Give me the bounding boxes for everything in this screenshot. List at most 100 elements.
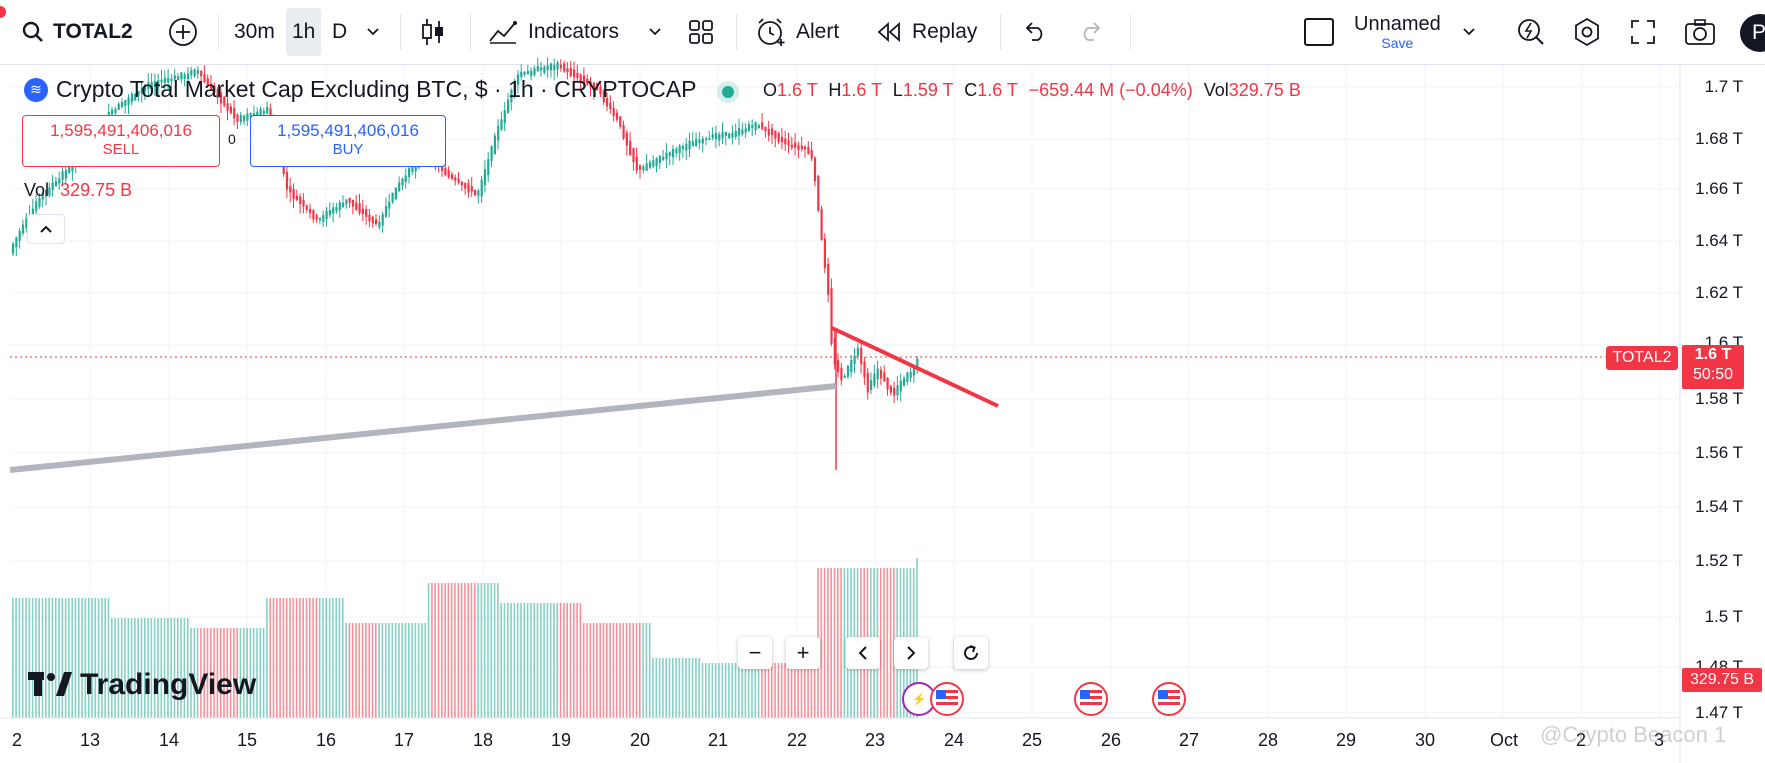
zoom-in-button[interactable]: + xyxy=(786,637,820,669)
layout-select-checkbox[interactable] xyxy=(1304,0,1334,64)
volume-bar xyxy=(886,568,889,718)
volume-bar xyxy=(140,618,143,718)
us-flag-event-icon[interactable] xyxy=(930,682,964,716)
reset-chart-button[interactable] xyxy=(954,637,988,669)
volume-bar xyxy=(500,603,502,718)
volume-bar xyxy=(757,663,760,718)
top-toolbar: TOTAL2 30m 1h D Indicators Alert Replay xyxy=(0,0,1765,65)
candle-body xyxy=(25,218,28,228)
volume-bar xyxy=(71,598,73,718)
volume-bar xyxy=(38,598,40,718)
volume-legend[interactable]: Vol 329.75 B xyxy=(24,180,132,201)
snapshot-button[interactable] xyxy=(1684,0,1716,64)
candle-body xyxy=(322,215,325,222)
volume-bar xyxy=(25,598,27,718)
replay-button[interactable]: Replay xyxy=(876,0,977,64)
candle-body xyxy=(747,124,751,131)
candle-body xyxy=(68,167,71,173)
volume-bar xyxy=(807,663,809,718)
volume-bar xyxy=(381,623,384,718)
volume-bar xyxy=(434,583,436,718)
indicators-dropdown[interactable] xyxy=(648,0,662,64)
volume-bar xyxy=(503,603,506,718)
buy-button[interactable]: 1,595,491,406,016 BUY xyxy=(250,115,446,167)
indicators-button[interactable]: Indicators xyxy=(488,0,619,64)
sell-button[interactable]: 1,595,491,406,016 SELL xyxy=(22,115,220,167)
interval-d[interactable]: D xyxy=(332,20,348,43)
price-axis-label: 1.56 T xyxy=(1695,443,1743,462)
compare-symbol-button[interactable] xyxy=(168,0,198,64)
volume-bar xyxy=(167,618,169,718)
volume-bar xyxy=(477,583,479,718)
volume-bar xyxy=(731,663,733,718)
volume-bar xyxy=(767,663,770,718)
tradingview-logo[interactable]: TradingView xyxy=(28,668,256,702)
candle-body xyxy=(853,355,856,364)
volume-bar xyxy=(414,623,417,718)
time-axis-label: 29 xyxy=(1336,730,1357,750)
candle-body xyxy=(312,210,315,220)
scroll-right-button[interactable] xyxy=(894,637,928,669)
alert-label: Alert xyxy=(796,20,840,43)
volume-bar xyxy=(596,623,598,718)
volume-bar xyxy=(520,603,522,718)
layout-name-button[interactable]: Unnamed Save xyxy=(1354,0,1441,64)
interval-30m[interactable]: 30m xyxy=(234,20,275,43)
volume-bar xyxy=(328,598,331,718)
candle-body xyxy=(408,168,411,177)
us-flag-event-icon[interactable] xyxy=(1074,682,1108,716)
price-axis-label: 1.47 T xyxy=(1695,703,1743,722)
settings-button[interactable] xyxy=(1572,0,1602,64)
candle-body xyxy=(365,209,368,217)
scroll-left-button[interactable] xyxy=(846,637,880,669)
candle-body xyxy=(239,115,242,123)
current-price: 1.6 T xyxy=(1694,346,1732,363)
volume-bar xyxy=(170,618,172,718)
templates-button[interactable] xyxy=(688,0,714,64)
candle-body xyxy=(411,165,414,172)
candle-body xyxy=(477,190,480,196)
volume-bar xyxy=(523,603,526,718)
interval-1h[interactable]: 1h xyxy=(286,8,322,56)
quick-search-button[interactable] xyxy=(1516,0,1546,64)
candle-body xyxy=(797,145,800,150)
zoom-out-button[interactable]: − xyxy=(738,637,772,669)
symbol-legend[interactable]: ≋ Crypto Total Market Cap Excluding BTC,… xyxy=(24,76,696,103)
volume-bar xyxy=(606,623,608,718)
candle-body xyxy=(368,214,371,222)
chart-type-button[interactable] xyxy=(420,0,446,64)
volume-bar xyxy=(335,598,337,718)
candle-body xyxy=(335,207,338,212)
user-avatar[interactable]: P xyxy=(1740,14,1765,52)
alert-button[interactable]: Alert xyxy=(756,0,839,64)
candle-body xyxy=(622,125,625,139)
interval-dropdown[interactable] xyxy=(366,0,380,64)
undo-button[interactable] xyxy=(1022,0,1048,64)
candle-body xyxy=(688,140,691,150)
candle-body xyxy=(780,136,784,143)
volume-bar xyxy=(417,623,420,718)
volume-bar xyxy=(375,623,377,718)
candle-body xyxy=(117,103,120,110)
fullscreen-button[interactable] xyxy=(1630,0,1656,64)
candle-body xyxy=(790,144,793,148)
symbol-search-button[interactable]: TOTAL2 xyxy=(22,0,133,64)
volume-bar xyxy=(266,598,268,718)
volume-bar xyxy=(444,583,446,718)
candle-body xyxy=(602,90,605,103)
volume-bar xyxy=(566,603,568,718)
symbol-price-tag: TOTAL2 xyxy=(1606,346,1678,370)
collapse-legend-button[interactable] xyxy=(27,214,65,244)
candle-body xyxy=(609,102,612,110)
candle-body xyxy=(391,192,394,203)
candle-body xyxy=(606,97,609,107)
candle-body xyxy=(629,140,632,155)
volume-bar xyxy=(784,663,786,718)
volume-bar xyxy=(619,623,621,718)
us-flag-event-icon[interactable] xyxy=(1152,682,1186,716)
redo-button[interactable] xyxy=(1078,0,1104,64)
volume-bar xyxy=(81,598,83,718)
volume-bar xyxy=(823,568,826,718)
volume-bar xyxy=(464,583,466,718)
layout-dropdown[interactable] xyxy=(1462,0,1476,64)
